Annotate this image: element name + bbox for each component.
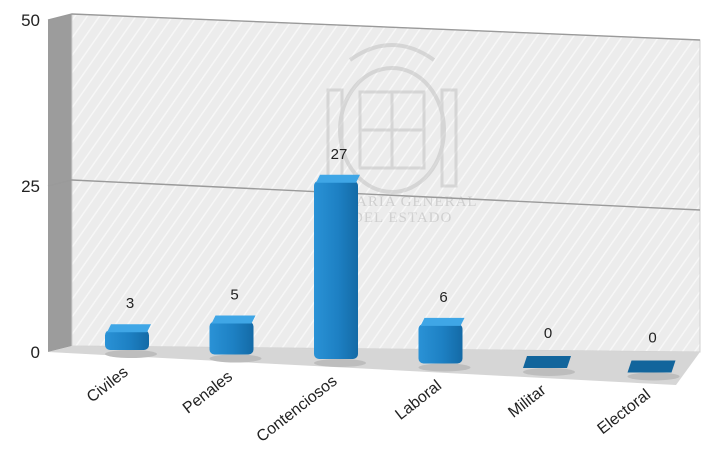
bar-militar bbox=[523, 355, 571, 368]
bar-top bbox=[211, 315, 256, 324]
bar-shadow bbox=[314, 358, 366, 367]
gridlines bbox=[47, 13, 701, 211]
back-wall bbox=[71, 13, 701, 353]
y-axis-ticks: 0 25 50 bbox=[21, 11, 40, 362]
watermark-seal: ARIA GENERAL DEL ESTADO bbox=[326, 43, 477, 226]
watermark-line-2: DEL ESTADO bbox=[352, 210, 452, 226]
value-label: 27 bbox=[331, 146, 348, 163]
category-label: Penales bbox=[180, 368, 236, 417]
bar-top bbox=[316, 174, 360, 183]
y-tick-label: 0 bbox=[31, 343, 40, 362]
bar-shadow bbox=[523, 367, 575, 376]
bar-civiles bbox=[105, 330, 149, 350]
bars bbox=[105, 174, 680, 381]
bar-contenciosos bbox=[314, 180, 358, 359]
category-label: Electoral bbox=[594, 386, 654, 438]
value-label: 3 bbox=[126, 295, 134, 312]
bar-top bbox=[420, 317, 465, 326]
y-tick-label: 50 bbox=[21, 11, 40, 30]
gridline bbox=[47, 13, 701, 41]
bar-electoral bbox=[627, 360, 676, 373]
value-label: 0 bbox=[544, 325, 552, 342]
value-label: 0 bbox=[648, 329, 656, 346]
category-label: Laboral bbox=[392, 377, 445, 423]
value-label: 5 bbox=[230, 286, 238, 303]
category-label: Contenciosos bbox=[254, 373, 341, 446]
category-label: Civiles bbox=[84, 364, 132, 406]
bar-penales bbox=[209, 321, 254, 355]
value-labels: 3 5 27 6 0 0 bbox=[126, 146, 657, 347]
bar-shadow bbox=[209, 354, 262, 363]
bar-shadow bbox=[105, 350, 157, 358]
bar-shadow bbox=[418, 363, 471, 372]
bar-laboral bbox=[418, 323, 463, 364]
gridline bbox=[47, 179, 701, 211]
bar-shadow bbox=[627, 372, 680, 381]
y-tick-label: 25 bbox=[21, 177, 40, 196]
bar-top bbox=[107, 324, 151, 333]
category-label: Militar bbox=[505, 381, 550, 421]
value-label: 6 bbox=[439, 289, 447, 306]
